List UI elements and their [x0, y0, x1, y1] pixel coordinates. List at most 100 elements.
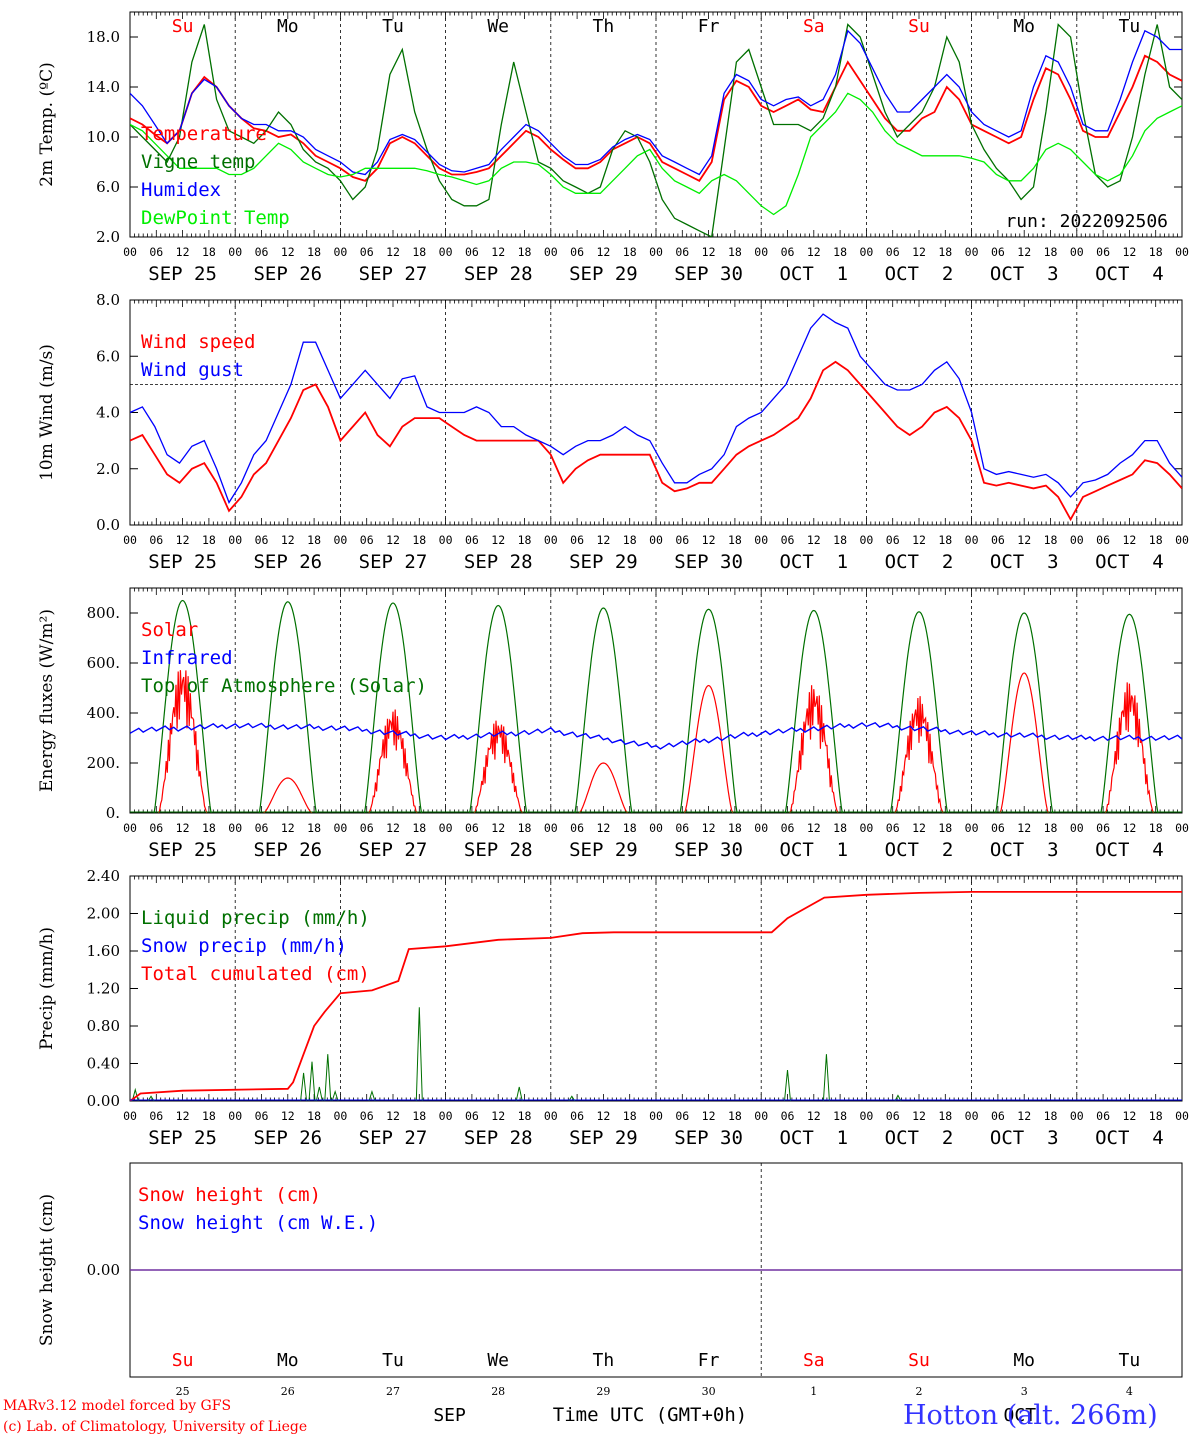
- date-label: SEP 27: [359, 551, 428, 573]
- legend-entry: Vigne temp: [141, 151, 255, 173]
- hour-tick-label: 18: [728, 533, 742, 547]
- hour-tick-label: 18: [938, 1109, 952, 1123]
- legend-entry: Top of Atmosphere (Solar): [141, 675, 427, 697]
- plot-area: [130, 313, 1182, 522]
- hour-tick-label: 00: [965, 821, 979, 835]
- hour-tick-label: 06: [991, 1109, 1005, 1123]
- hour-tick-label: 12: [596, 533, 610, 547]
- hour-tick-label: 12: [1017, 821, 1031, 835]
- copyright-line: (c) Lab. of Climatology, University of L…: [3, 1419, 308, 1435]
- hour-tick-label: 18: [202, 821, 216, 835]
- weekday-label: Su: [908, 16, 930, 37]
- hour-tick-label: 12: [176, 821, 190, 835]
- weekday-label: Mo: [1013, 1350, 1035, 1371]
- hour-tick-label: 06: [1096, 245, 1110, 259]
- hour-tick-label: 06: [360, 1109, 374, 1123]
- liquid-precip-spike: [131, 1087, 139, 1101]
- y-tick-label: 6.0: [96, 347, 120, 365]
- hour-tick-label: 18: [1044, 821, 1058, 835]
- hour-tick-label: 06: [149, 245, 163, 259]
- hour-tick-label: 00: [123, 1109, 137, 1123]
- hour-tick-label: 12: [807, 533, 821, 547]
- hour-tick-label: 00: [649, 245, 663, 259]
- date-label: SEP 27: [359, 1127, 428, 1149]
- hour-tick-label: 12: [176, 1109, 190, 1123]
- weekday-label: Th: [593, 16, 615, 37]
- plot-area: [130, 891, 1182, 1101]
- hour-tick-label: 06: [465, 1109, 479, 1123]
- hour-tick-label: 06: [886, 1109, 900, 1123]
- series-line-wind-speed: [130, 360, 1182, 522]
- hour-tick-label: 00: [649, 533, 663, 547]
- hour-tick-label: 18: [202, 533, 216, 547]
- date-label: OCT 1: [779, 263, 848, 285]
- hour-tick-label: 12: [912, 245, 926, 259]
- weekday-label: Th: [593, 1350, 615, 1371]
- hour-tick-label: 12: [386, 1109, 400, 1123]
- hour-ticks: [129, 12, 1183, 237]
- hour-tick-label: 12: [596, 245, 610, 259]
- hour-tick-label: 12: [281, 1109, 295, 1123]
- day-number-label: 30: [702, 1385, 716, 1398]
- hour-tick-label: 06: [675, 821, 689, 835]
- liquid-precip-spike: [147, 1095, 155, 1101]
- hour-tick-label: 12: [491, 821, 505, 835]
- weekday-label: Mo: [1013, 16, 1035, 37]
- hour-tick-label: 12: [912, 821, 926, 835]
- date-label: SEP 28: [464, 551, 533, 573]
- date-label: SEP 30: [674, 1127, 743, 1149]
- hour-tick-label: 00: [333, 1109, 347, 1123]
- y-tick-label: 1.60: [87, 942, 120, 960]
- liquid-precip-spike: [415, 1007, 423, 1101]
- hour-tick-label: 18: [307, 1109, 321, 1123]
- station-name: Hotton (alt. 266m): [903, 1400, 1158, 1431]
- weekday-label: Su: [172, 1350, 194, 1371]
- month-label: OCT: [1004, 1405, 1037, 1426]
- y-tick-label: 2.00: [87, 905, 120, 923]
- hour-tick-label: 18: [202, 1109, 216, 1123]
- hour-tick-label: 12: [281, 533, 295, 547]
- hour-tick-label: 18: [307, 533, 321, 547]
- hour-tick-label: 00: [649, 821, 663, 835]
- date-label: OCT 4: [1095, 551, 1164, 573]
- y-tick-label: 8.0: [96, 291, 120, 309]
- y-tick-label: 800.: [87, 604, 120, 622]
- date-label: OCT 2: [885, 551, 954, 573]
- hour-tick-label: 00: [965, 245, 979, 259]
- hour-tick-label: 06: [255, 821, 269, 835]
- hour-tick-label: 00: [859, 1109, 873, 1123]
- y-tick-label: 1.20: [87, 980, 120, 998]
- hour-tick-label: 18: [412, 245, 426, 259]
- day-number-label: 4: [1126, 1385, 1133, 1398]
- hour-tick-label: 18: [623, 1109, 637, 1123]
- hour-tick-label: 00: [544, 821, 558, 835]
- y-axis-label: 10m Wind (m/s): [37, 344, 57, 481]
- hour-tick-label: 00: [1175, 245, 1189, 259]
- hour-tick-label: 18: [518, 1109, 532, 1123]
- date-label: SEP 30: [674, 263, 743, 285]
- hour-tick-label: 00: [439, 821, 453, 835]
- date-label: OCT 4: [1095, 839, 1164, 861]
- series-line-total-cumulated: [130, 891, 1182, 1101]
- hour-tick-label: 12: [807, 821, 821, 835]
- hour-tick-label: 18: [938, 821, 952, 835]
- hour-tick-label: 06: [360, 245, 374, 259]
- hour-tick-label: 00: [333, 533, 347, 547]
- hour-tick-label: 00: [1175, 1109, 1189, 1123]
- hour-tick-label: 00: [228, 533, 242, 547]
- hour-tick-label: 12: [596, 821, 610, 835]
- day-number-label: 26: [281, 1385, 295, 1398]
- date-label: SEP 25: [148, 551, 217, 573]
- date-label: SEP 25: [148, 839, 217, 861]
- series-line-wind-gust: [130, 313, 1182, 504]
- weekday-label: Mo: [277, 16, 299, 37]
- hour-tick-label: 00: [965, 1109, 979, 1123]
- hour-tick-label: 12: [176, 245, 190, 259]
- hour-tick-label: 18: [833, 821, 847, 835]
- weekday-label: Su: [172, 16, 194, 37]
- x-axis-label: Time UTC (GMT+0h): [553, 1404, 747, 1426]
- hour-tick-label: 18: [833, 1109, 847, 1123]
- hour-tick-label: 12: [491, 533, 505, 547]
- legend-entry: Wind gust: [141, 359, 244, 381]
